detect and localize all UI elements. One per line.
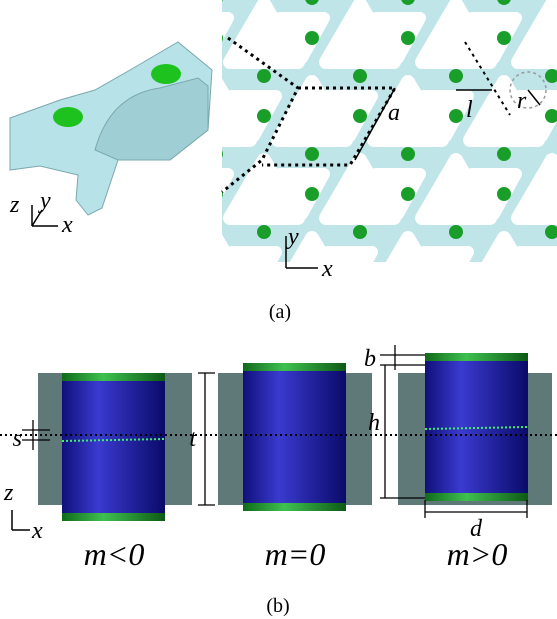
axis-label: x [321,256,333,282]
cap [425,353,528,361]
hole [232,252,276,292]
hole [424,252,468,292]
dot [353,265,367,279]
caption: (a) [269,301,291,323]
dot [209,31,223,45]
cap [62,373,165,381]
cap [243,363,346,371]
dot [401,31,415,45]
hole [328,252,372,292]
dot [353,109,367,123]
dot [449,109,463,123]
dot [305,343,319,357]
dot [449,265,463,279]
dot [305,187,319,201]
dot [209,187,223,201]
dot [257,225,271,239]
hole [376,330,420,370]
label-s: s [13,426,22,452]
cylinder [425,361,528,493]
dot [401,303,415,317]
dot [353,69,367,83]
label-a: a [388,100,400,126]
panel-b-axes: z x [3,480,43,544]
dot [449,225,463,239]
dot [257,69,271,83]
label-b: b [364,346,376,372]
dot [305,147,319,161]
hole [520,252,557,292]
label-d: d [470,516,483,542]
dot [209,343,223,357]
label-t: t [189,426,197,452]
label-r: r [517,88,527,114]
axis-label: z [9,192,20,218]
dot [209,147,223,161]
label-l: l [466,97,473,123]
label-h: h [368,410,380,436]
dot [257,265,271,279]
cap [62,513,165,521]
case-label: m<0 [84,536,145,572]
dot [497,303,511,317]
dot [497,187,511,201]
figure: z y x a l r y x (a) m<0m=0m>0 s t b h d [0,0,557,619]
hole [184,174,228,214]
dot [305,303,319,317]
dot [497,147,511,161]
unit-cell-axes: z y x [9,188,73,238]
hole [184,330,228,370]
axis-label: y [38,188,51,214]
hole [134,160,202,218]
axis-label: z [3,480,14,506]
dot [257,109,271,123]
dot [449,69,463,83]
dot [305,31,319,45]
dot [161,225,175,239]
dot [401,187,415,201]
cylinder [62,381,165,513]
caption: (b) [266,595,289,617]
dot [209,303,223,317]
axis-label: x [61,212,73,238]
cap [243,503,346,511]
hole [134,316,202,374]
dot [401,147,415,161]
dot [545,265,557,279]
axis-label: x [31,518,43,544]
cylinder [243,371,346,503]
dot [209,0,223,5]
cap [425,493,528,501]
axis-label: y [286,224,299,250]
dot [497,31,511,45]
case-label: m=0 [265,536,326,572]
dot [353,225,367,239]
